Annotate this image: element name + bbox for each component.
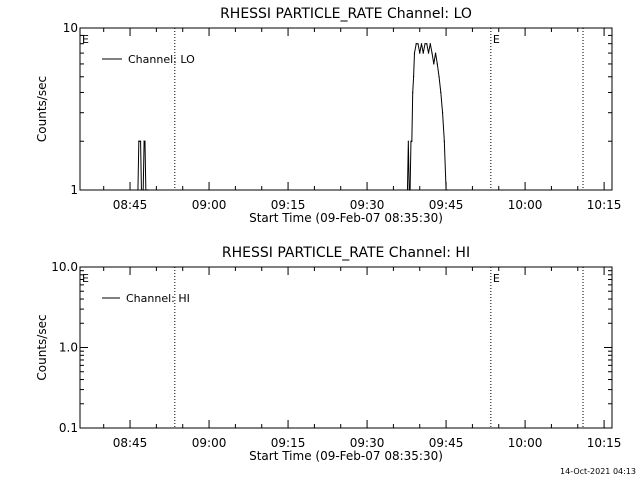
x-tick-label: 10:00 <box>508 436 543 450</box>
chart-lo-channel: RHESSI PARTICLE_RATE Channel: LO 1 10 Count… <box>35 6 621 225</box>
data-point <box>146 189 148 191</box>
data-point <box>426 43 428 45</box>
x-tick-label: 09:30 <box>350 198 385 212</box>
y-axis-label: Counts/sec <box>35 314 49 380</box>
data-point <box>424 43 426 45</box>
chart-title: RHESSI PARTICLE_RATE Channel: LO <box>220 6 472 22</box>
x-tick-label: 09:45 <box>429 436 464 450</box>
event-marker-label: E <box>82 33 89 46</box>
data-point <box>147 189 150 191</box>
data-point <box>447 189 449 191</box>
data-point <box>445 189 447 191</box>
data-point <box>145 189 147 191</box>
x-tick-label: 10:15 <box>587 198 622 212</box>
data-point <box>410 140 412 142</box>
y-tick-label: 10 <box>63 21 78 35</box>
data-point <box>411 140 413 142</box>
data-point <box>140 189 143 191</box>
x-tick-label: 10:00 <box>508 198 543 212</box>
chart-title: RHESSI PARTICLE_RATE Channel: HI <box>222 245 470 261</box>
y-tick-label: 0.1 <box>59 421 78 435</box>
data-point <box>146 189 149 191</box>
data-point <box>436 63 438 65</box>
legend-label: Channel: LO <box>128 53 195 66</box>
event-marker-label: E <box>82 272 89 285</box>
y-tick-label: 1.0 <box>59 341 78 355</box>
legend-label: Channel: HI <box>126 292 190 305</box>
chart-hi-channel: RHESSI PARTICLE_RATE Channel: HI 0.1 1.0 10… <box>35 245 621 463</box>
data-point <box>139 140 142 142</box>
x-tick-label: 08:45 <box>113 436 148 450</box>
x-tick-label: 08:45 <box>113 198 148 212</box>
data-point <box>138 140 140 142</box>
x-tick-label: 09:30 <box>350 436 385 450</box>
data-point <box>408 189 410 191</box>
y-axis-label: Counts/sec <box>35 76 49 142</box>
timestamp-label: 14-Oct-2021 04:13 <box>560 467 636 476</box>
data-point <box>407 140 409 142</box>
data-point <box>406 189 409 191</box>
x-tick-label: 10:15 <box>587 436 622 450</box>
x-axis-label: Start Time (09-Feb-07 08:35:30) <box>249 211 443 225</box>
data-point <box>137 189 139 191</box>
data-point <box>143 140 145 142</box>
data-point <box>141 189 143 191</box>
data-point <box>434 52 437 54</box>
data-point <box>427 52 430 54</box>
data-point <box>429 43 431 45</box>
x-tick-label: 09:00 <box>192 436 227 450</box>
data-point <box>433 63 435 65</box>
y-tick-label: 10.0 <box>51 260 78 274</box>
x-tick-label: 09:15 <box>271 436 306 450</box>
data-point <box>431 52 433 54</box>
data-point <box>440 91 442 94</box>
data-point <box>438 76 440 78</box>
x-tick-label: 09:00 <box>192 198 227 212</box>
event-marker-label: E <box>493 33 500 46</box>
event-marker-label: E <box>493 272 500 285</box>
data-point <box>412 76 415 78</box>
data-point <box>443 140 445 142</box>
data-point <box>412 91 414 94</box>
data-point <box>139 140 141 142</box>
data-point <box>419 52 421 54</box>
data-point <box>415 43 417 45</box>
x-tick-label: 09:15 <box>271 198 306 212</box>
data-point <box>409 189 411 191</box>
y-tick-label: 1 <box>70 183 78 197</box>
data-point <box>144 140 146 142</box>
data-point <box>142 189 144 191</box>
data-point <box>417 43 419 45</box>
x-axis-label: Start Time (09-Feb-07 08:35:30) <box>249 449 443 463</box>
data-point <box>422 52 424 54</box>
data-point <box>420 43 423 45</box>
data-point <box>441 112 444 114</box>
data-point <box>413 52 416 54</box>
x-tick-label: 09:45 <box>429 198 464 212</box>
